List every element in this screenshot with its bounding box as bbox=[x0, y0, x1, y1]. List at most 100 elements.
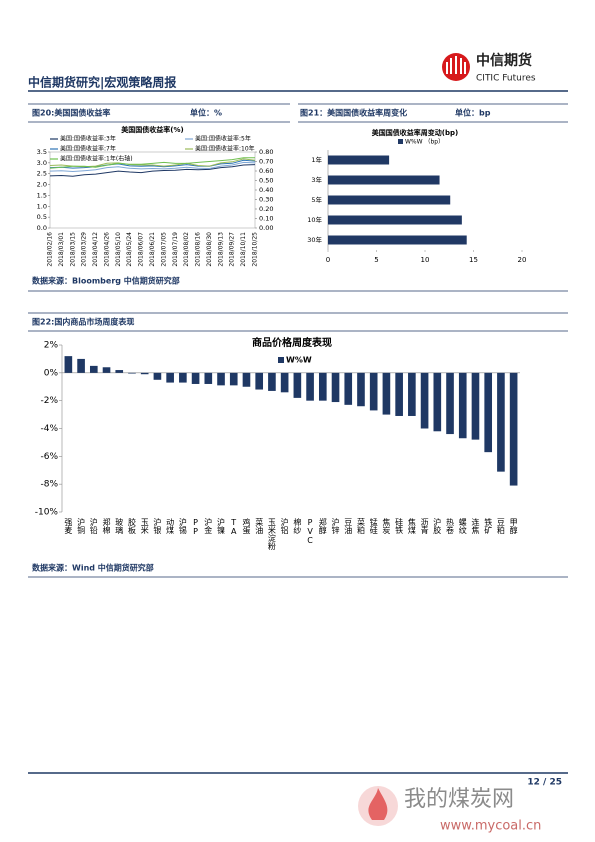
bar bbox=[153, 372, 162, 380]
y2-tick-label: 0.20 bbox=[259, 205, 273, 213]
charts: 美国国债收益率(%)0.00.51.01.52.02.53.03.50.000.… bbox=[35, 125, 527, 551]
watermark-flame bbox=[368, 788, 388, 820]
bar bbox=[471, 372, 480, 440]
x-tick-label: 2018/10/11 bbox=[240, 232, 247, 267]
x-tick-label: TA bbox=[229, 518, 238, 536]
bar bbox=[357, 372, 365, 407]
x-tick-label: 2018/10/25 bbox=[252, 232, 259, 267]
y2-tick-label: 0.80 bbox=[259, 148, 273, 156]
bar bbox=[268, 372, 276, 391]
x-tick-label: 2018/05/10 bbox=[115, 232, 122, 267]
x-tick-label: 沪银 bbox=[153, 517, 162, 535]
x-tick-label: 铁矿 bbox=[484, 517, 493, 535]
y-tick-label: 1.0 bbox=[37, 202, 47, 210]
figure-unit: 单位：% bbox=[190, 108, 222, 118]
x-tick-label: 强麦 bbox=[64, 518, 73, 535]
x-tick-label: 沪镍 bbox=[217, 517, 226, 535]
y-tick-label: 3.5 bbox=[37, 148, 47, 156]
bar bbox=[102, 367, 111, 373]
bar bbox=[115, 370, 124, 373]
x-tick-label: 5 bbox=[374, 256, 378, 264]
x-tick-label: 豆油 bbox=[344, 518, 353, 535]
x-tick-label: 螺纹 bbox=[458, 517, 467, 535]
y-tick-label: 3年 bbox=[311, 175, 322, 184]
y-tick-label: -2% bbox=[40, 396, 58, 406]
bar bbox=[191, 372, 200, 384]
bar bbox=[433, 372, 442, 432]
bar bbox=[229, 372, 238, 386]
bar bbox=[64, 356, 73, 373]
bar bbox=[204, 372, 213, 384]
x-tick-label: 沪金 bbox=[204, 517, 213, 534]
bar bbox=[128, 372, 136, 374]
bar bbox=[458, 372, 467, 439]
x-tick-label: 玉米淀粉 bbox=[267, 518, 276, 551]
x-tick-label: 菜油 bbox=[255, 517, 264, 535]
bar bbox=[331, 372, 340, 403]
x-tick-label: 2018/04/26 bbox=[103, 232, 110, 267]
y-tick-label: 2.5 bbox=[37, 170, 47, 178]
x-tick-label: 硅铁 bbox=[395, 517, 404, 535]
x-tick-label: 鸡蛋 bbox=[242, 517, 251, 535]
watermark-name: 我的煤炭网 bbox=[404, 787, 514, 812]
bar bbox=[328, 155, 390, 165]
x-tick-label: 15 bbox=[469, 256, 478, 264]
line-series bbox=[49, 159, 256, 169]
x-tick-label: 沪铝 bbox=[280, 517, 289, 535]
chart-title: 美国国债收益率(%) bbox=[121, 125, 183, 134]
x-tick-label: 沪锌 bbox=[331, 517, 340, 535]
page-number: 12 / 25 bbox=[527, 778, 562, 788]
line-series bbox=[49, 157, 255, 169]
bar bbox=[255, 372, 264, 390]
y-tick-label: -10% bbox=[35, 508, 59, 518]
x-tick-label: 2018/04/12 bbox=[92, 232, 99, 267]
bar bbox=[484, 372, 493, 453]
bar bbox=[318, 372, 327, 401]
y2-tick-label: 0.70 bbox=[259, 158, 273, 166]
y-tick-label: 0.5 bbox=[37, 213, 47, 221]
watermark: 我的煤炭网 www.mycoal.cn bbox=[358, 786, 541, 834]
x-tick-label: 2018/09/27 bbox=[229, 232, 236, 267]
y-tick-label: -6% bbox=[40, 452, 58, 462]
y-tick-label: 10年 bbox=[307, 215, 322, 224]
bar bbox=[293, 372, 302, 398]
x-tick-label: PP bbox=[191, 518, 200, 536]
y-tick-label: 30年 bbox=[307, 235, 322, 244]
legend-label: W%W bbox=[286, 356, 312, 365]
x-tick-label: 2018/08/02 bbox=[183, 232, 190, 267]
y-tick-label: -8% bbox=[40, 480, 58, 490]
legend-label: W%W （bp） bbox=[405, 139, 444, 146]
x-tick-label: PVC bbox=[306, 518, 315, 545]
x-tick-label: 20 bbox=[518, 256, 527, 264]
x-tick-label: 沪铅 bbox=[89, 517, 98, 535]
x-tick-label: 2018/09/13 bbox=[217, 232, 224, 267]
y-tick-label: 2% bbox=[44, 341, 59, 351]
x-tick-label: 2018/03/01 bbox=[58, 232, 65, 267]
y-tick-label: 5年 bbox=[311, 195, 322, 204]
y-tick-label: 3.0 bbox=[37, 159, 47, 167]
source: 数据来源：Wind 中信期货研究部 bbox=[32, 563, 154, 573]
x-tick-label: 2018/06/07 bbox=[138, 232, 145, 267]
x-tick-label: 0 bbox=[326, 256, 330, 264]
line-series bbox=[49, 161, 256, 173]
bar bbox=[408, 372, 416, 416]
bar bbox=[382, 372, 391, 415]
y-tick-label: 1.5 bbox=[37, 191, 47, 199]
x-tick-label: 沪胶 bbox=[433, 517, 442, 535]
x-tick-label: 菜粕 bbox=[356, 517, 365, 535]
bar bbox=[328, 215, 462, 225]
x-tick-label: 郑醇 bbox=[318, 517, 327, 535]
x-tick-label: 锰硅 bbox=[369, 517, 378, 534]
y2-tick-label: 0.60 bbox=[259, 167, 273, 175]
x-tick-label: 连焦 bbox=[471, 517, 480, 535]
y-tick-label: 0.0 bbox=[37, 224, 47, 232]
bar bbox=[344, 372, 353, 405]
bar bbox=[509, 372, 518, 486]
source: 数据来源：Bloomberg 中信期货研究部 bbox=[32, 276, 180, 286]
bar bbox=[369, 372, 378, 411]
bar bbox=[140, 372, 149, 375]
x-tick-label: 豆粕 bbox=[496, 518, 505, 535]
y2-tick-label: 0.40 bbox=[259, 186, 273, 194]
legend-label: 美国:国债收益率:10年 bbox=[195, 145, 255, 153]
